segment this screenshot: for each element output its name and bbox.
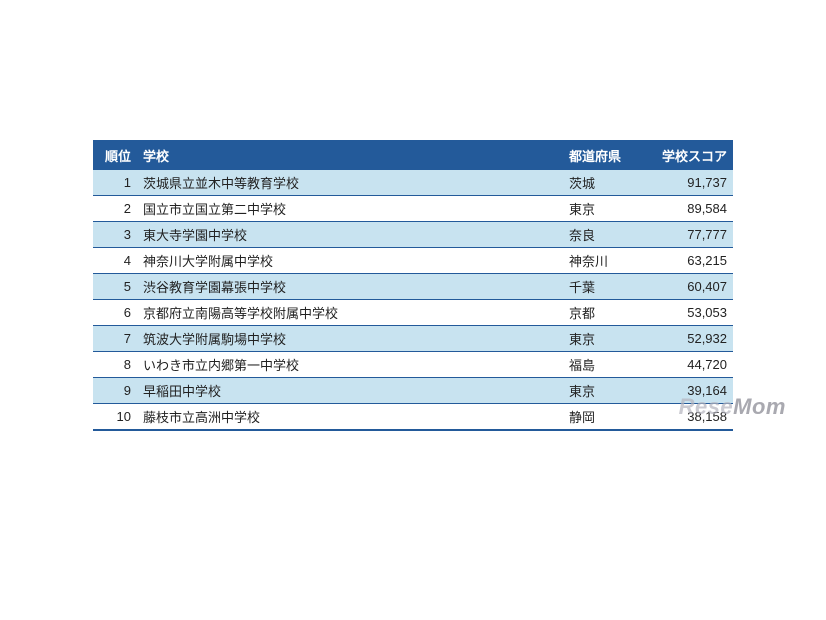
cell-pref: 東京 xyxy=(563,196,643,222)
cell-score: 77,777 xyxy=(643,222,733,248)
ranking-table: 順位 学校 都道府県 学校スコア 1茨城県立並木中等教育学校茨城91,7372国… xyxy=(93,140,733,431)
cell-score: 53,053 xyxy=(643,300,733,326)
cell-school: 京都府立南陽高等学校附属中学校 xyxy=(137,300,563,326)
cell-pref: 京都 xyxy=(563,300,643,326)
cell-score: 91,737 xyxy=(643,170,733,196)
cell-pref: 静岡 xyxy=(563,404,643,431)
header-pref: 都道府県 xyxy=(563,141,643,170)
table-row: 6京都府立南陽高等学校附属中学校京都53,053 xyxy=(93,300,733,326)
cell-pref: 東京 xyxy=(563,378,643,404)
cell-pref: 神奈川 xyxy=(563,248,643,274)
cell-rank: 4 xyxy=(93,248,137,274)
cell-pref: 東京 xyxy=(563,326,643,352)
header-row: 順位 学校 都道府県 学校スコア xyxy=(93,141,733,170)
cell-pref: 福島 xyxy=(563,352,643,378)
ranking-table-container: 順位 学校 都道府県 学校スコア 1茨城県立並木中等教育学校茨城91,7372国… xyxy=(93,140,733,431)
cell-score: 60,407 xyxy=(643,274,733,300)
cell-school: 神奈川大学附属中学校 xyxy=(137,248,563,274)
table-row: 9早稲田中学校東京39,164 xyxy=(93,378,733,404)
cell-school: 国立市立国立第二中学校 xyxy=(137,196,563,222)
cell-score: 39,164 xyxy=(643,378,733,404)
cell-rank: 7 xyxy=(93,326,137,352)
cell-pref: 茨城 xyxy=(563,170,643,196)
header-score: 学校スコア xyxy=(643,141,733,170)
table-row: 8いわき市立内郷第一中学校福島44,720 xyxy=(93,352,733,378)
cell-score: 44,720 xyxy=(643,352,733,378)
cell-school: 東大寺学園中学校 xyxy=(137,222,563,248)
cell-school: 早稲田中学校 xyxy=(137,378,563,404)
table-body: 1茨城県立並木中等教育学校茨城91,7372国立市立国立第二中学校東京89,58… xyxy=(93,170,733,431)
header-school: 学校 xyxy=(137,141,563,170)
cell-school: 藤枝市立高洲中学校 xyxy=(137,404,563,431)
header-rank: 順位 xyxy=(93,141,137,170)
table-row: 2国立市立国立第二中学校東京89,584 xyxy=(93,196,733,222)
cell-rank: 8 xyxy=(93,352,137,378)
cell-rank: 9 xyxy=(93,378,137,404)
cell-school: 筑波大学附属駒場中学校 xyxy=(137,326,563,352)
cell-school: いわき市立内郷第一中学校 xyxy=(137,352,563,378)
cell-rank: 5 xyxy=(93,274,137,300)
table-row: 5渋谷教育学園幕張中学校千葉60,407 xyxy=(93,274,733,300)
table-row: 1茨城県立並木中等教育学校茨城91,737 xyxy=(93,170,733,196)
cell-pref: 奈良 xyxy=(563,222,643,248)
cell-score: 89,584 xyxy=(643,196,733,222)
cell-pref: 千葉 xyxy=(563,274,643,300)
table-row: 10藤枝市立高洲中学校静岡38,158 xyxy=(93,404,733,431)
cell-rank: 10 xyxy=(93,404,137,431)
cell-rank: 1 xyxy=(93,170,137,196)
table-row: 3東大寺学園中学校奈良77,777 xyxy=(93,222,733,248)
table-row: 4神奈川大学附属中学校神奈川63,215 xyxy=(93,248,733,274)
cell-score: 63,215 xyxy=(643,248,733,274)
cell-score: 38,158 xyxy=(643,404,733,431)
watermark-suffix: Mom xyxy=(733,394,786,419)
cell-rank: 2 xyxy=(93,196,137,222)
cell-score: 52,932 xyxy=(643,326,733,352)
cell-school: 茨城県立並木中等教育学校 xyxy=(137,170,563,196)
cell-school: 渋谷教育学園幕張中学校 xyxy=(137,274,563,300)
cell-rank: 3 xyxy=(93,222,137,248)
table-row: 7筑波大学附属駒場中学校東京52,932 xyxy=(93,326,733,352)
cell-rank: 6 xyxy=(93,300,137,326)
